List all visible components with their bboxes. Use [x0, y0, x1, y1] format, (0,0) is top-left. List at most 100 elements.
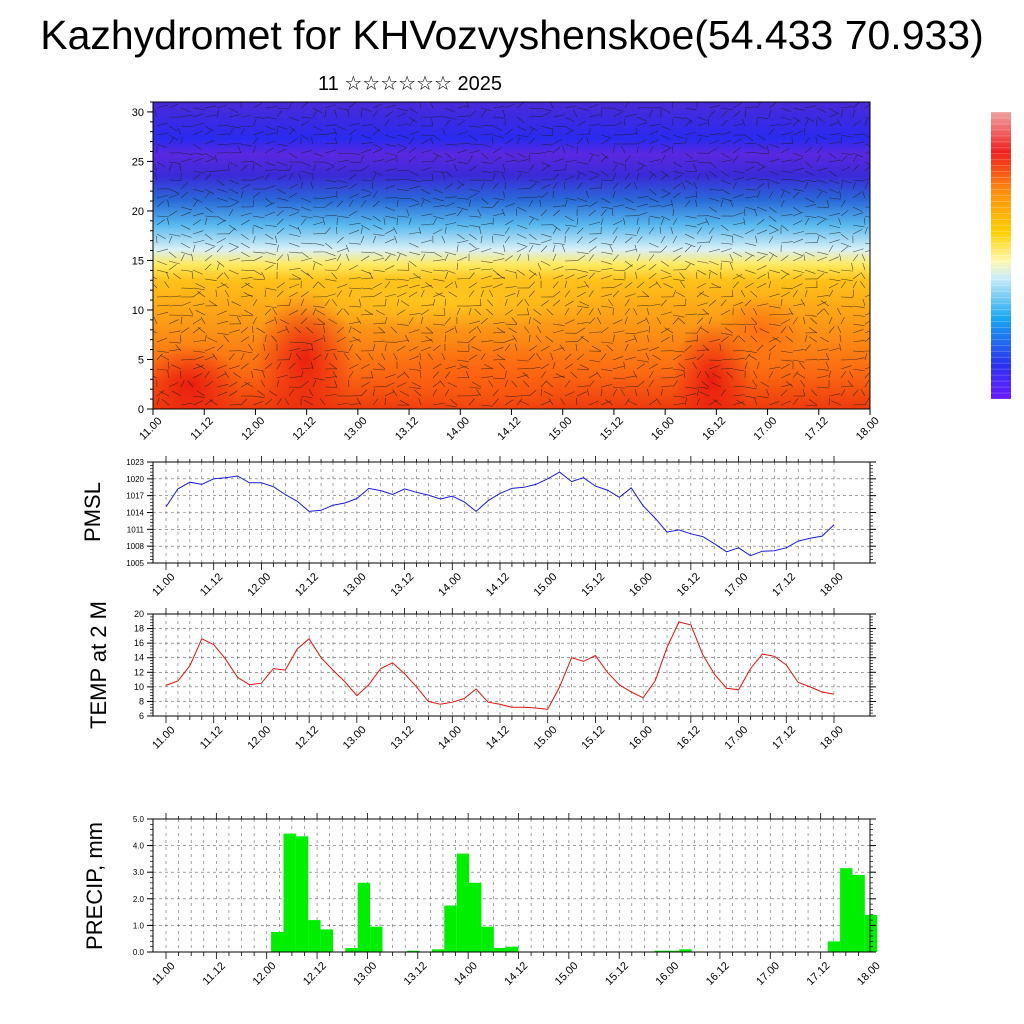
- wind-barb: [816, 116, 825, 123]
- precip-xtick-label: 15.12: [603, 960, 631, 988]
- wind-barb: [564, 159, 577, 163]
- wind-barb: [624, 299, 630, 307]
- wind-barb: [396, 323, 409, 326]
- wind-barb: [660, 155, 666, 163]
- wind-barb: [588, 103, 599, 109]
- wind-barb: [312, 307, 317, 316]
- wind-barb: [645, 316, 650, 325]
- wind-barb: [684, 393, 697, 397]
- wind-barb: [274, 316, 278, 325]
- wind-barb: [168, 103, 179, 109]
- wind-barb: [372, 215, 381, 222]
- wind-barb: [399, 400, 410, 406]
- wind-barb: [672, 314, 685, 318]
- wind-barb: [768, 109, 772, 118]
- wind-barb: [156, 304, 169, 307]
- wind-barb: [684, 313, 697, 316]
- wind-barb: [396, 199, 399, 208]
- wind-barb: [216, 373, 227, 379]
- wind-barb: [192, 212, 204, 217]
- wind-barb: [468, 386, 481, 389]
- wind-barb: [432, 204, 445, 208]
- wind-barb: [180, 136, 183, 145]
- wind-barb: [504, 202, 516, 208]
- wind-barb: [336, 283, 348, 289]
- wind-barb: [204, 355, 216, 361]
- wind-barb: [288, 116, 300, 122]
- wind-barb: [792, 317, 798, 325]
- wind-barb: [696, 271, 698, 280]
- wind-barb: [396, 284, 409, 289]
- wind-barb: [228, 329, 240, 334]
- wind-barb: [732, 233, 744, 238]
- wind-barb: [804, 242, 817, 244]
- wind-barb: [831, 400, 842, 406]
- wind-barb: [564, 125, 574, 132]
- wind-barb: [768, 401, 780, 406]
- wind-barb: [624, 173, 630, 181]
- wind-barb: [816, 256, 828, 262]
- wind-barb: [371, 181, 374, 190]
- wind-barb: [852, 229, 863, 235]
- wind-barb: [324, 227, 331, 235]
- wind-barb: [504, 344, 511, 352]
- wind-barb: [180, 402, 193, 406]
- wind-barb: [612, 161, 625, 165]
- wind-barb: [396, 382, 407, 388]
- wind-barb: [600, 275, 612, 280]
- wind-barb: [648, 170, 657, 177]
- wind-barb: [468, 282, 478, 289]
- wind-barb: [636, 161, 647, 167]
- wind-barb: [284, 398, 290, 406]
- wind-barb: [192, 339, 205, 343]
- wind-barb: [528, 316, 531, 325]
- wind-barb: [408, 203, 420, 208]
- wind-barb: [708, 235, 713, 244]
- wind-barb: [384, 397, 386, 406]
- wind-barb: [528, 334, 531, 343]
- wind-barb: [648, 123, 661, 127]
- wind-barb: [276, 148, 288, 154]
- wind-barb: [580, 336, 590, 343]
- wind-barb: [696, 172, 701, 181]
- precip-xtick-label: 18.00: [855, 960, 883, 988]
- wind-barb: [372, 170, 383, 176]
- wind-barb: [180, 182, 188, 190]
- wind-barb: [468, 335, 476, 343]
- wind-barb: [660, 385, 673, 388]
- wind-barb: [840, 281, 847, 289]
- wind-barb: [504, 227, 510, 235]
- wind-barb: [528, 345, 538, 352]
- wind-barb: [804, 404, 817, 407]
- wind-barb: [636, 363, 646, 370]
- wind-barb: [300, 102, 309, 109]
- wind-barb: [492, 398, 499, 406]
- wind-barb: [156, 200, 164, 208]
- wind-barb: [732, 335, 739, 343]
- wind-barb: [368, 353, 374, 361]
- wind-barb: [308, 389, 314, 397]
- wind-barb: [816, 191, 823, 199]
- wind-barb: [528, 269, 538, 276]
- wind-barb: [396, 143, 408, 149]
- wind-barb: [731, 289, 734, 298]
- wind-barb: [648, 325, 650, 334]
- wind-barb: [324, 142, 337, 145]
- wind-barb: [696, 371, 702, 379]
- wind-barb: [612, 334, 615, 343]
- wind-barb: [648, 371, 654, 379]
- wind-barb: [564, 300, 574, 307]
- wind-barb: [204, 371, 210, 379]
- wind-barb: [816, 146, 824, 154]
- wind-barb: [228, 353, 235, 361]
- wind-barb: [171, 364, 182, 370]
- wind-barb: [444, 334, 446, 343]
- wind-barb: [744, 386, 757, 390]
- wind-barb: [729, 253, 734, 262]
- wind-barb: [816, 167, 828, 172]
- wind-barb: [468, 242, 477, 249]
- wind-barb: [324, 242, 333, 249]
- pmsl-ytick-label: 1023: [126, 458, 144, 467]
- wind-barb: [432, 259, 445, 262]
- wind-barb: [612, 389, 617, 397]
